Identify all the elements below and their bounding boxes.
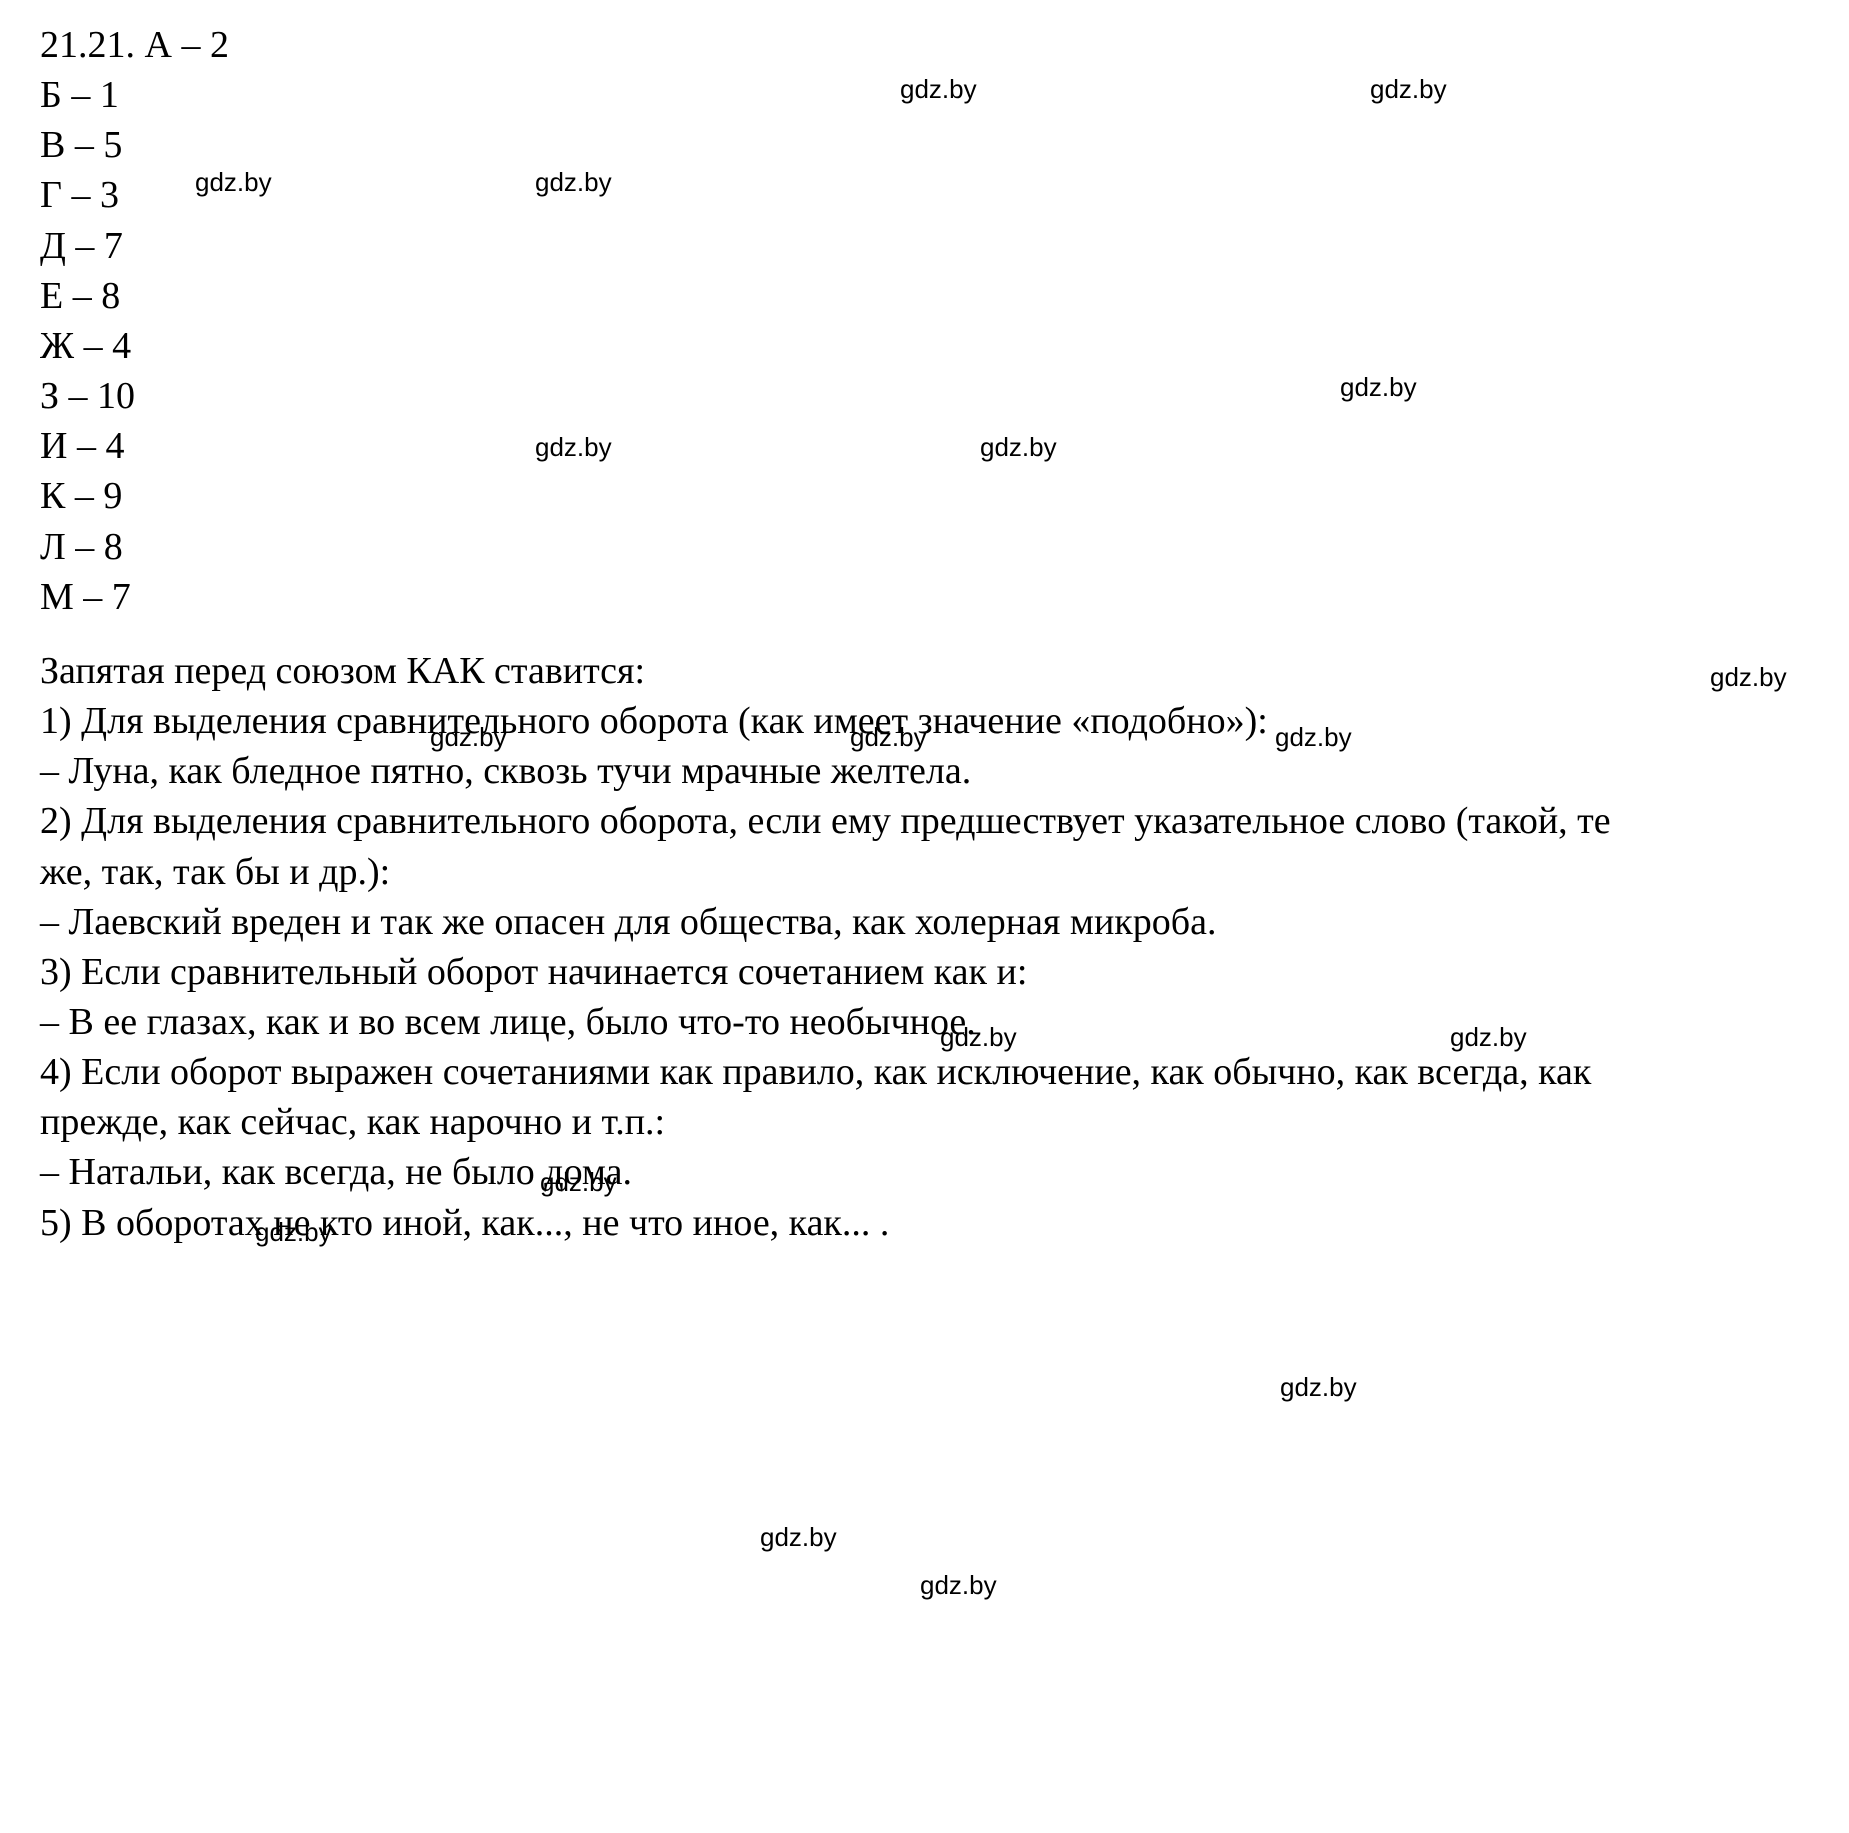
pair-value: 2 <box>210 24 229 66</box>
rule-example: – Натальи, как всегда, не было дома. <box>40 1147 1640 1197</box>
rules-title: Запятая перед союзом КАК ставится: <box>40 646 1640 696</box>
pair-value: 10 <box>97 375 135 417</box>
rule-description: Для выделения сравнительного оборота, ес… <box>40 800 1611 892</box>
pair-letter: М <box>40 576 74 618</box>
pair-row: Д – 7 <box>40 221 1809 271</box>
watermark-text: gdz.by <box>920 1568 997 1602</box>
rule-description: Если оборот выражен сочетаниями как прав… <box>40 1051 1591 1143</box>
rule-number: 5) <box>40 1202 72 1244</box>
rule-item: 2) Для выделения сравнительного оборота,… <box>40 796 1640 896</box>
pair-row: И – 4 <box>40 421 1809 471</box>
pair-value: 1 <box>100 74 119 116</box>
pair-row: Л – 8 <box>40 522 1809 572</box>
pair-value: 7 <box>112 576 131 618</box>
pair-letter: Б <box>40 74 62 116</box>
pair-value: 4 <box>112 325 131 367</box>
pair-letter: К <box>40 475 65 517</box>
pair-row: Ж – 4 <box>40 321 1809 371</box>
rule-item: 1) Для выделения сравнительного оборота … <box>40 696 1640 746</box>
rule-number: 3) <box>40 951 72 993</box>
rule-item: 5) В оборотах не кто иной, как..., не чт… <box>40 1198 1640 1248</box>
rule-number: 2) <box>40 800 72 842</box>
pair-letter: В <box>40 124 65 166</box>
pair-value: 3 <box>100 174 119 216</box>
rule-item: 3) Если сравнительный оборот начинается … <box>40 947 1640 997</box>
pairs-first-line: 21.21. А – 2 <box>40 20 1809 70</box>
pair-letter: Л <box>40 526 66 568</box>
rule-number: 1) <box>40 700 72 742</box>
pair-row: З – 10 <box>40 371 1809 421</box>
pair-value: 9 <box>103 475 122 517</box>
pair-row: К – 9 <box>40 471 1809 521</box>
rule-example: – Лаевский вреден и так же опасен для об… <box>40 897 1640 947</box>
watermark-text: gdz.by <box>760 1520 837 1554</box>
pair-value: 4 <box>105 425 124 467</box>
pair-row: Б – 1 <box>40 70 1809 120</box>
pair-letter: Д <box>40 225 66 267</box>
pair-row: Е – 8 <box>40 271 1809 321</box>
pair-letter: З <box>40 375 59 417</box>
pair-value: 5 <box>103 124 122 166</box>
pair-letter: Г <box>40 174 62 216</box>
pair-letter: Ж <box>40 325 74 367</box>
pair-value: 8 <box>101 275 120 317</box>
pair-letter: И <box>40 425 67 467</box>
pair-row: Г – 3 <box>40 170 1809 220</box>
pair-letter: А <box>145 24 172 66</box>
rule-description: Если сравнительный оборот начинается соч… <box>81 951 1027 993</box>
rule-example: – Луна, как бледное пятно, сквозь тучи м… <box>40 746 1640 796</box>
pair-row: В – 5 <box>40 120 1809 170</box>
pair-letter: Е <box>40 275 63 317</box>
rule-description: Для выделения сравнительного оборота (ка… <box>81 700 1268 742</box>
watermark-text: gdz.by <box>1280 1370 1357 1404</box>
exercise-number: 21.21. <box>40 24 135 66</box>
pair-value: 7 <box>104 225 123 267</box>
rule-number: 4) <box>40 1051 72 1093</box>
pair-row: М – 7 <box>40 572 1809 622</box>
rule-item: 4) Если оборот выражен сочетаниями как п… <box>40 1047 1640 1147</box>
pair-value: 8 <box>104 526 123 568</box>
rule-description: В оборотах не кто иной, как..., не что и… <box>81 1202 889 1244</box>
rule-example: – В ее глазах, как и во всем лице, было … <box>40 997 1640 1047</box>
